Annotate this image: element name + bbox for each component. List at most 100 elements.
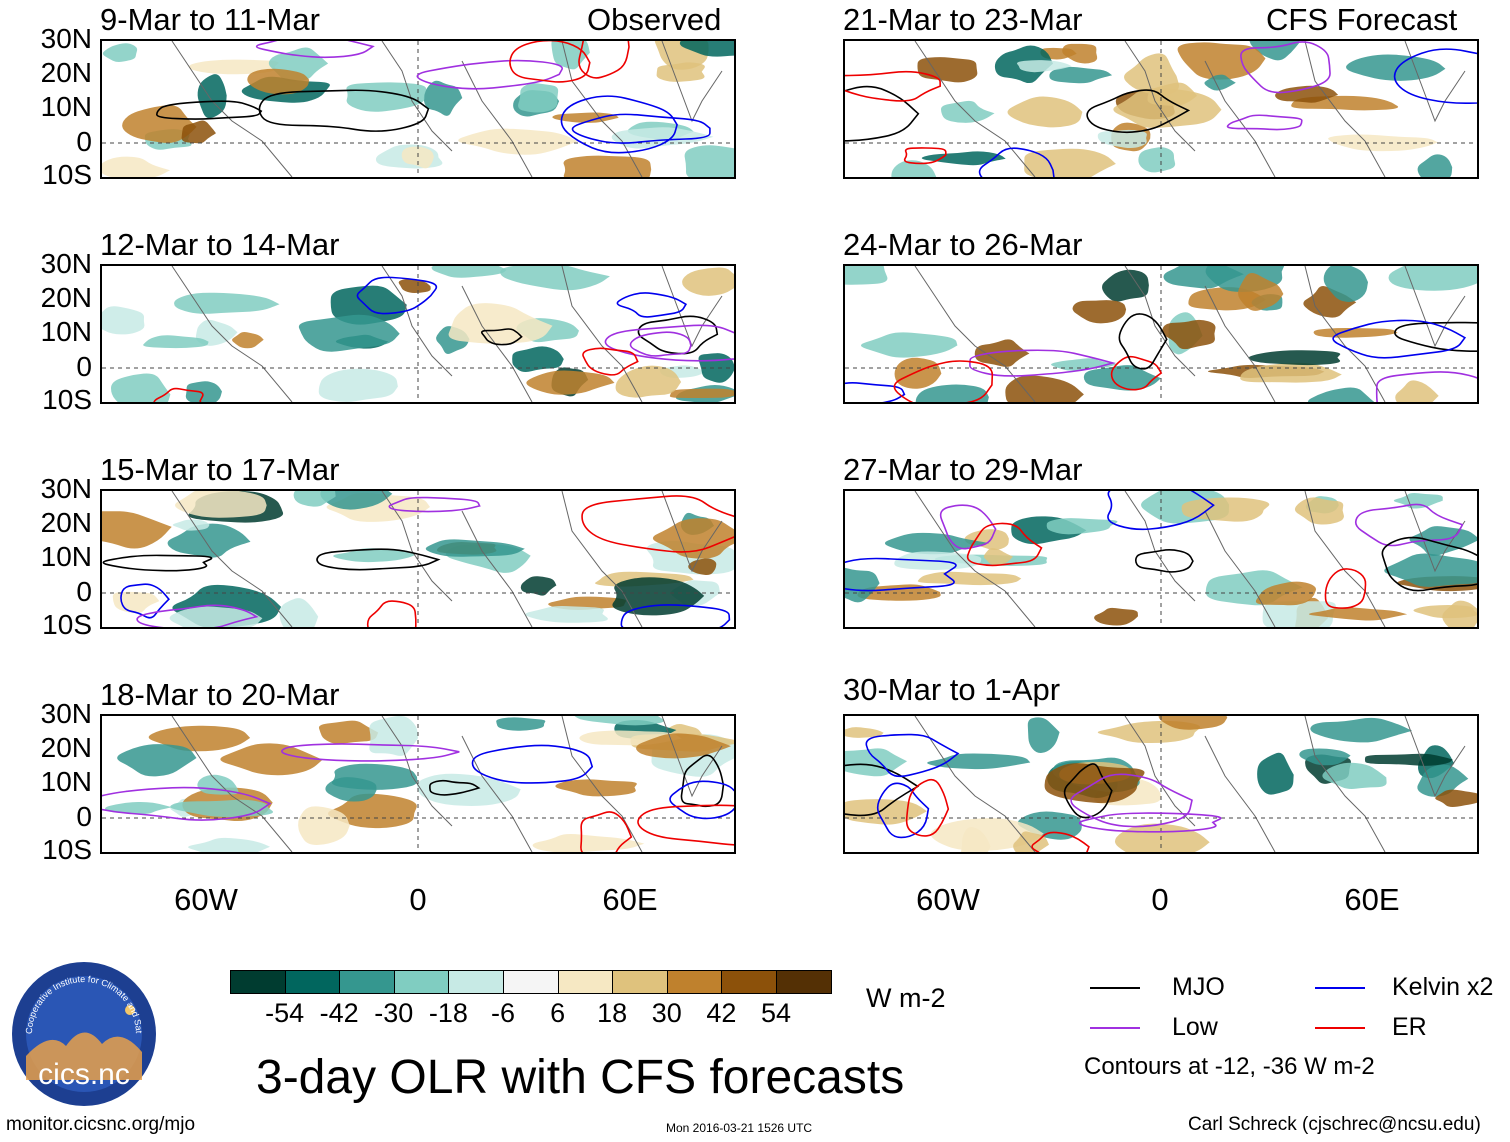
olr-map <box>100 39 736 179</box>
olr-anomaly-patch <box>102 306 145 335</box>
wave-contour <box>366 600 417 627</box>
wave-contour <box>845 70 942 102</box>
olr-anomaly-patch <box>563 155 652 177</box>
wave-contour <box>136 604 259 627</box>
olr-anomaly-patch <box>1310 717 1413 743</box>
coastline <box>561 266 643 402</box>
olr-anomaly-patch <box>845 567 880 603</box>
olr-anomaly-patch <box>574 716 665 726</box>
coastline <box>381 491 453 602</box>
olr-anomaly-patch <box>1016 60 1072 73</box>
coastline <box>561 41 643 177</box>
olr-anomaly-patch <box>458 128 578 155</box>
olr-anomaly-patch <box>170 799 274 817</box>
olr-anomaly-patch <box>417 773 521 806</box>
olr-anomaly-patch <box>1307 387 1375 402</box>
olr-anomaly-patch <box>369 716 418 756</box>
coastline <box>381 266 453 377</box>
wave-contour <box>905 778 950 837</box>
olr-anomaly-patch <box>181 120 216 144</box>
olr-anomaly-patch <box>110 373 171 402</box>
olr-anomaly-patch <box>891 160 937 177</box>
olr-anomaly-patch <box>1238 272 1284 311</box>
figure-title: 3-day OLR with CFS forecasts <box>256 1051 905 1104</box>
wave-contour <box>580 811 633 852</box>
olr-anomaly-patch <box>1005 375 1084 402</box>
olr-anomaly-patch <box>518 83 559 113</box>
wave-contour <box>680 754 725 808</box>
wave-contour <box>281 743 460 762</box>
olr-anomaly-patch <box>688 558 717 576</box>
lat-label: 0 <box>76 801 92 832</box>
coastline <box>461 285 533 402</box>
olr-anomaly-patch <box>167 523 251 558</box>
colorbar-swatch <box>721 970 777 994</box>
legend-label-kelvin: Kelvin x2 <box>1392 973 1494 1001</box>
wave-contour <box>637 804 734 846</box>
olr-anomaly-patch <box>232 331 264 349</box>
coastline <box>171 266 293 402</box>
olr-anomaly-patch <box>615 365 682 398</box>
colorbar-tick-label: -54 <box>265 998 305 1028</box>
wave-contour <box>1063 763 1113 819</box>
wave-contour <box>1118 313 1168 370</box>
olr-anomaly-patch <box>1062 43 1098 64</box>
olr-anomaly-patch <box>894 357 942 389</box>
olr-anomaly-patch <box>921 151 1006 166</box>
legend-label-low: Low <box>1172 1013 1218 1041</box>
coastline <box>661 41 723 123</box>
wave-contour <box>637 315 719 355</box>
olr-anomaly-patch <box>1248 350 1341 366</box>
olr-anomaly-patch <box>320 491 393 510</box>
wave-contour <box>102 786 272 821</box>
olr-anomaly-patch <box>551 41 590 70</box>
olr-anomaly-patch <box>197 774 239 795</box>
coastline <box>1124 716 1196 827</box>
coastline <box>461 60 533 177</box>
olr-anomaly-patch <box>1094 607 1138 626</box>
lat-label: 10S <box>42 159 92 190</box>
olr-anomaly-patch <box>974 339 1030 367</box>
wave-contour <box>480 328 523 346</box>
wave-contour <box>1375 371 1477 402</box>
olr-anomaly-patch <box>188 59 279 75</box>
olr-anomaly-patch <box>1308 607 1408 621</box>
wave-contour <box>1134 549 1194 573</box>
coastline <box>914 266 1036 402</box>
coastline <box>1124 41 1196 152</box>
olr-anomaly-patch <box>500 266 610 291</box>
olr-anomaly-patch <box>1323 266 1368 302</box>
legend-line-er <box>1315 1027 1365 1029</box>
olr-anomaly-patch <box>1262 601 1336 627</box>
olr-anomaly-patch <box>1027 717 1060 753</box>
coastline <box>1124 266 1196 377</box>
olr-anomaly-patch <box>656 62 705 82</box>
coastline <box>461 735 533 852</box>
panel-title: 18-Mar to 20-Mar <box>100 677 340 712</box>
olr-anomaly-patch <box>1275 85 1339 103</box>
olr-anomaly-patch <box>122 105 197 143</box>
wave-contour <box>865 733 960 778</box>
coastline <box>1204 510 1276 627</box>
olr-anomaly-patch <box>188 837 270 852</box>
coastline <box>1304 716 1386 852</box>
wave-contour <box>1381 536 1477 592</box>
olr-anomaly-patch <box>318 720 379 744</box>
olr-anomaly-patch <box>330 285 407 325</box>
olr-anomaly-patch <box>174 292 280 314</box>
olr-anomaly-patch <box>102 43 138 62</box>
coastline <box>1304 266 1386 402</box>
olr-anomaly-patch <box>333 548 415 563</box>
olr-anomaly-patch <box>845 727 884 738</box>
wave-contour <box>102 554 213 572</box>
colorbar-swatch <box>666 970 723 994</box>
wave-contour <box>1332 319 1467 359</box>
olr-anomaly-patch <box>175 491 267 518</box>
coastline <box>461 510 533 627</box>
wave-contour <box>1070 773 1193 828</box>
olr-anomaly-patch <box>325 777 377 802</box>
olr-anomaly-patch <box>496 717 546 731</box>
lat-label: 20N <box>40 507 92 538</box>
wave-contour <box>1393 48 1477 105</box>
coastline <box>1304 41 1386 177</box>
